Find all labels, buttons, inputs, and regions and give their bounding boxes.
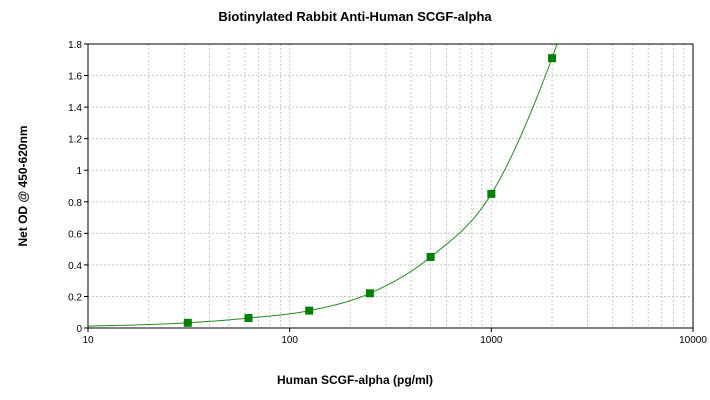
chart-title: Biotinylated Rabbit Anti-Human SCGF-alph…	[218, 9, 492, 24]
y-tick-label: 1.8	[68, 40, 82, 51]
y-tick-labels: 0 0.2 0.4 0.6 0.8 1 1.2 1.4 1.6 1.8	[68, 40, 88, 335]
x-tick-label: 10000	[679, 335, 707, 346]
y-axis-label: Net OD @ 450-620nm	[16, 125, 30, 246]
y-tick-label: 0.4	[68, 261, 82, 272]
y-tick-label: 1	[76, 166, 82, 177]
x-axis-label: Human SCGF-alpha (pg/ml)	[277, 373, 433, 387]
data-point	[487, 189, 496, 198]
data-point	[183, 318, 192, 327]
data-point	[365, 289, 374, 298]
y-tick-label: 1.6	[68, 72, 82, 83]
x-tick-label: 10	[82, 335, 94, 346]
data-point	[548, 54, 557, 63]
y-tick-label: 0.6	[68, 229, 82, 240]
grid	[88, 44, 693, 328]
fit-curve	[87, 43, 559, 327]
data-point	[244, 314, 253, 323]
y-tick-label: 0.2	[68, 292, 82, 303]
y-tick-label: 1.2	[68, 135, 82, 146]
x-tick-label: 100	[281, 335, 298, 346]
x-tick-labels: 10 100 1000 10000	[82, 328, 707, 346]
y-tick-label: 0	[76, 324, 82, 335]
y-tick-label: 0.8	[68, 198, 82, 209]
data-points	[183, 54, 557, 327]
data-point	[305, 306, 314, 315]
data-point	[426, 253, 435, 261]
plot-area	[87, 43, 694, 329]
x-tick-label: 1000	[480, 335, 503, 346]
y-tick-label: 1.4	[68, 103, 82, 114]
